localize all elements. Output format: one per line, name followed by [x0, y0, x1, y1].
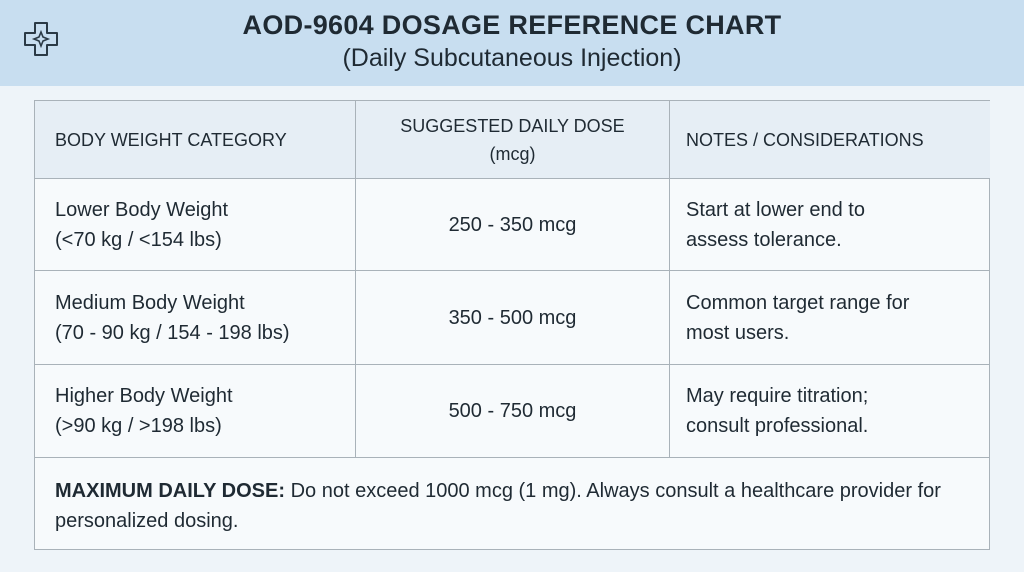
table-cell: 500 - 750 mcg: [356, 365, 670, 458]
table-cell-text: most users.: [686, 321, 790, 344]
table-cell-text: Common target range for: [686, 291, 910, 314]
column-header-text: (mcg): [489, 143, 536, 164]
table-cell: Lower Body Weight (<70 kg / <154 lbs): [35, 179, 356, 271]
table-cell-text: Higher Body Weight: [55, 385, 233, 407]
table-cell-text: (70 - 90 kg / 154 - 198 lbs): [55, 321, 290, 344]
table-cell: May require titration; consult profession…: [670, 365, 990, 458]
subtitle: (Daily Subcutaneous Injection): [342, 44, 682, 72]
table-cell-text: May require titration;: [686, 385, 869, 407]
medical-icon: [24, 22, 58, 56]
table-cell: Medium Body Weight (70 - 90 kg / 154 - 19…: [35, 271, 356, 365]
table-cell-text: 500 - 750 mcg: [448, 400, 577, 422]
table-cell: 350 - 500 mcg: [356, 271, 670, 365]
table-cell-text: Start at lower end to: [686, 198, 865, 221]
column-header: BODY WEIGHT CATEGORY: [35, 101, 356, 179]
title: AOD-9604 DOSAGE REFERENCE CHART: [242, 10, 782, 40]
table-cell: Start at lower end to assess tolerance.: [670, 179, 990, 271]
footer-label: MAXIMUM DAILY DOSE:: [55, 480, 286, 502]
column-header-text: BODY WEIGHT CATEGORY: [55, 129, 287, 150]
table-cell-text: assess tolerance.: [686, 228, 842, 251]
table-cell-text: consult professional.: [686, 415, 869, 437]
footer-text: Do not exceed 1000 mcg (1 mg). Always co…: [55, 480, 941, 532]
table-cell-text: Lower Body Weight: [55, 198, 229, 221]
table-cell-text: (>90 kg / >198 lbs): [55, 415, 222, 437]
column-header: NOTES / CONSIDERATIONS: [670, 101, 990, 179]
footer-note: MAXIMUM DAILY DOSE: Do not exceed 1000 m…: [35, 458, 989, 550]
column-header-text: NOTES / CONSIDERATIONS: [686, 129, 924, 150]
column-header: SUGGESTED DAILY DOSE (mcg): [356, 101, 670, 179]
header-band: [0, 0, 1024, 86]
column-header-text: SUGGESTED DAILY DOSE: [400, 115, 625, 136]
table-cell: Common target range for most users.: [670, 271, 990, 365]
table-cell-text: Medium Body Weight: [55, 291, 245, 314]
table-cell-text: (<70 kg / <154 lbs): [55, 228, 222, 251]
table-cell-text: 250 - 350 mcg: [448, 213, 577, 236]
table-cell: 250 - 350 mcg: [356, 179, 670, 271]
dosage-table: MAXIMUM DAILY DOSE: Do not exceed 1000 m…: [34, 100, 990, 550]
table-cell: Higher Body Weight (>90 kg / >198 lbs): [35, 365, 356, 458]
table-cell-text: 350 - 500 mcg: [448, 306, 577, 329]
